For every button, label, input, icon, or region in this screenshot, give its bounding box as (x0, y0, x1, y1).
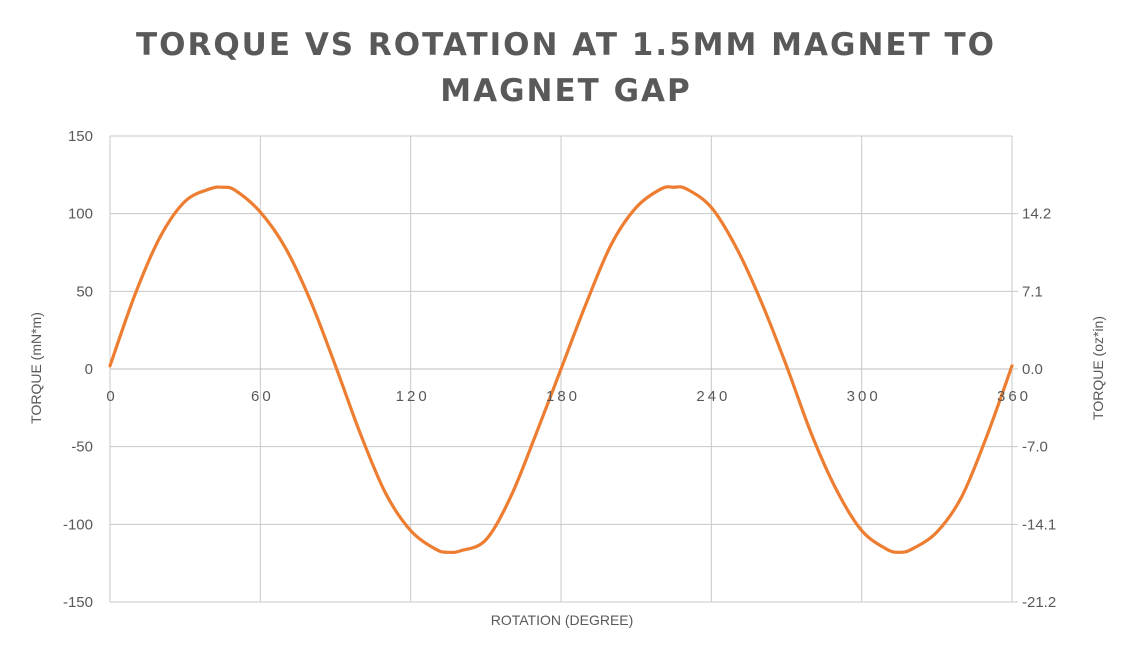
y2-tick-label: 0.0 (1022, 361, 1043, 378)
x-tick-label: 180 (546, 388, 580, 405)
x-tick-label: 120 (396, 388, 430, 405)
y-tick-label: 50 (76, 283, 93, 300)
y-tick-label: 100 (68, 206, 93, 223)
y-tick-label: -150 (63, 594, 93, 611)
x-tick-label: 360 (997, 388, 1031, 405)
tick-labels: 150 100 50 0 -50 -100 -150 14.2 7.1 0.0 -7.0 -14.1 -… (63, 128, 1056, 611)
x-tick-label: 300 (847, 388, 881, 405)
chart-title-line-1: TORQUE VS ROTATION AT 1.5MM MAGNET TO (135, 27, 997, 63)
x-axis-title: ROTATION (DEGREE) (491, 612, 634, 628)
series-line (108, 185, 1014, 555)
x-tick-label: 0 (106, 388, 117, 405)
y-tick-label: 150 (68, 128, 93, 145)
y2-tick-label: -7.0 (1022, 439, 1048, 456)
y-tick-label: 0 (85, 361, 93, 378)
chart-title: TORQUE VS ROTATION AT 1.5MM MAGNET TO MA… (0, 22, 1132, 114)
x-tick-label: 240 (696, 388, 730, 405)
y2-tick-label: -21.2 (1022, 594, 1056, 611)
y-tick-label: -50 (71, 439, 93, 456)
y2-tick-label: -14.1 (1022, 516, 1056, 533)
y2-axis-title: TORQUE (oz*in) (1090, 316, 1106, 420)
y2-tick-label: 14.2 (1022, 206, 1051, 223)
series-group (108, 185, 1014, 555)
y-tick-label: -100 (63, 516, 93, 533)
chart-title-line-2: MAGNET GAP (440, 73, 692, 109)
y2-tick-label: 7.1 (1022, 283, 1043, 300)
y-axis-title: TORQUE (mN*m) (28, 312, 44, 424)
x-tick-label: 60 (251, 388, 274, 405)
